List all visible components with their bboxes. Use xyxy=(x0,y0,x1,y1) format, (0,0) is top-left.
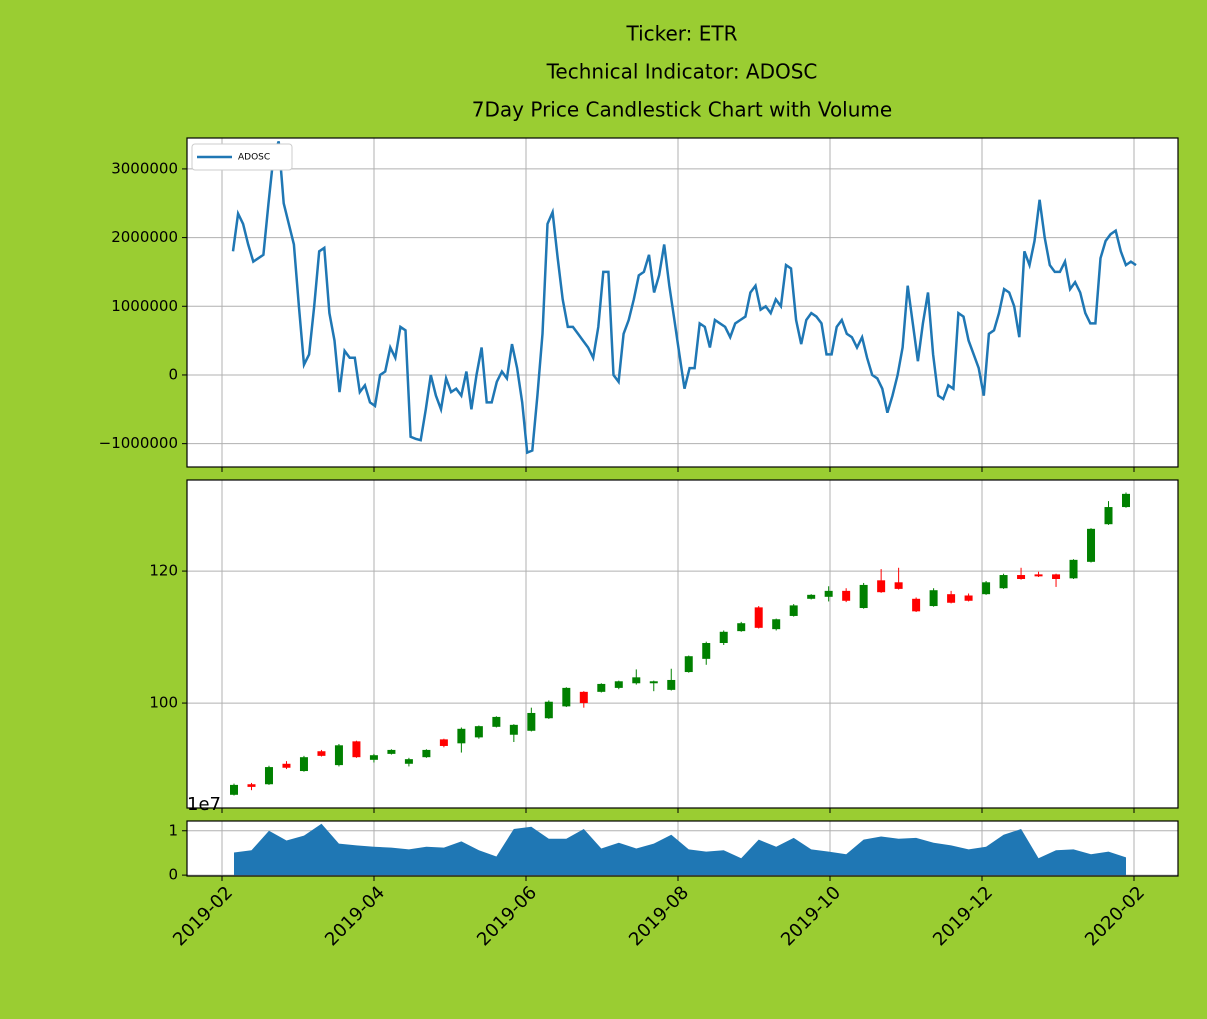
candle-body xyxy=(282,763,291,768)
candle-body xyxy=(649,681,658,684)
candle-body xyxy=(842,590,851,601)
x-tick-label: 2019-04 xyxy=(321,882,389,950)
candle-body xyxy=(579,691,588,704)
candle-body xyxy=(492,716,501,727)
candle-body xyxy=(1087,528,1096,562)
candle-body xyxy=(439,739,448,746)
candle-body xyxy=(894,582,903,589)
x-tick-label: 2019-12 xyxy=(929,882,997,950)
y-tick-label: 0 xyxy=(168,866,178,884)
candle-body xyxy=(912,598,921,612)
candle-body xyxy=(807,594,816,599)
y-tick-label: 0 xyxy=(168,365,178,383)
candle-body xyxy=(474,726,483,738)
candle-body xyxy=(1034,574,1043,577)
y-tick-label: −1000000 xyxy=(99,434,178,452)
candle-body xyxy=(859,584,868,609)
x-tick-label: 2019-08 xyxy=(625,882,693,950)
axis-offset: 1e7 xyxy=(187,794,221,815)
candle-body xyxy=(352,741,361,758)
y-tick-label: 2000000 xyxy=(111,228,178,246)
candle-body xyxy=(929,590,938,607)
x-tick-label: 2020-02 xyxy=(1081,882,1149,950)
candle-body xyxy=(737,623,746,632)
candle-body xyxy=(632,677,641,684)
plot-area xyxy=(187,138,1178,467)
y-tick-label: 120 xyxy=(149,562,178,580)
line-series xyxy=(231,140,1137,455)
plot-frame xyxy=(186,820,1179,877)
candle-body xyxy=(527,712,536,731)
chart-title: Ticker: ETR xyxy=(625,22,737,46)
candle-body xyxy=(1104,507,1113,525)
y-tick-label: 1000000 xyxy=(111,297,178,315)
chart-title: Technical Indicator: ADOSC xyxy=(546,60,818,84)
candle-body xyxy=(422,749,431,758)
candle-body xyxy=(789,605,798,616)
candle-body xyxy=(387,749,396,754)
candle-body xyxy=(1052,574,1061,579)
candle-body xyxy=(614,681,623,688)
candle-body xyxy=(964,595,973,601)
candle-body xyxy=(369,755,378,760)
candle-body xyxy=(299,757,308,772)
candle-body xyxy=(999,575,1008,589)
legend-box xyxy=(191,143,293,171)
candle-body xyxy=(509,724,518,735)
plot-area xyxy=(187,480,1178,808)
x-tick-label: 2019-06 xyxy=(473,882,541,950)
y-tick-label: 3000000 xyxy=(111,159,178,177)
candle-body xyxy=(597,683,606,692)
chart-title: 7Day Price Candlestick Chart with Volume xyxy=(472,98,892,122)
candle-body xyxy=(982,582,991,595)
candle-body xyxy=(719,631,728,644)
candle-body xyxy=(947,594,956,603)
candle-body xyxy=(317,751,326,756)
candle-body xyxy=(404,759,413,764)
candle-body xyxy=(877,580,886,593)
candle-body xyxy=(684,656,693,673)
x-tick-label: 2019-02 xyxy=(169,882,237,950)
candle-body xyxy=(667,679,676,690)
candle-body xyxy=(562,687,571,707)
candle-body xyxy=(334,745,343,766)
candle-body xyxy=(1017,575,1026,579)
x-tick-label: 2019-10 xyxy=(777,882,845,950)
candle-body xyxy=(702,643,711,659)
volume-area xyxy=(234,823,1126,876)
y-tick-label: 1 xyxy=(168,821,178,839)
candle-body xyxy=(457,728,466,744)
candle-body xyxy=(247,784,256,787)
candle-body xyxy=(1069,559,1078,579)
candle-body xyxy=(772,619,781,630)
candle-body xyxy=(230,784,238,795)
y-tick-label: 100 xyxy=(149,694,178,712)
candle-body xyxy=(264,767,273,785)
legend-label: ADOSC xyxy=(238,153,270,163)
candle-body xyxy=(824,590,833,597)
plot-frame xyxy=(186,479,1179,809)
candle-body xyxy=(1122,493,1130,508)
plot-frame xyxy=(186,137,1179,468)
candle-body xyxy=(754,607,763,628)
candle-body xyxy=(544,701,553,719)
